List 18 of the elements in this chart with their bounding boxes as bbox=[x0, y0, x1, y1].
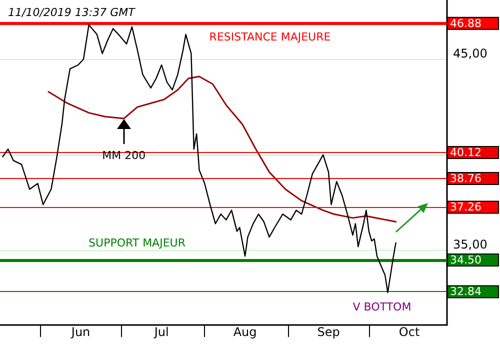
x-tick-label: Oct bbox=[398, 325, 420, 339]
annotation: MM 200 bbox=[102, 149, 146, 162]
annotation: SUPPORT MAJEUR bbox=[88, 236, 186, 250]
ref-line-label: 46.88 bbox=[450, 16, 482, 30]
ref-line-label: 34.50 bbox=[450, 254, 482, 266]
text: 11/10/2019 13:37 GMT bbox=[8, 6, 136, 19]
y-tick-label: 35,00 bbox=[453, 237, 488, 252]
x-tick-label: Jul bbox=[153, 325, 169, 339]
x-tick-label: Jun bbox=[70, 325, 90, 339]
ref-line-label: 37.26 bbox=[450, 200, 482, 214]
y-tick-label: 45,00 bbox=[453, 46, 488, 60]
x-tick-label: Sep bbox=[317, 325, 340, 339]
ref-line-label: 38.76 bbox=[450, 172, 482, 186]
x-tick-label: Aug bbox=[233, 325, 257, 339]
annotation: RESISTANCE MAJEURE bbox=[209, 30, 331, 44]
ref-line-label: 32.84 bbox=[450, 285, 482, 298]
ref-line-label: 40.12 bbox=[450, 146, 482, 160]
annotation: V BOTTOM bbox=[352, 300, 412, 314]
